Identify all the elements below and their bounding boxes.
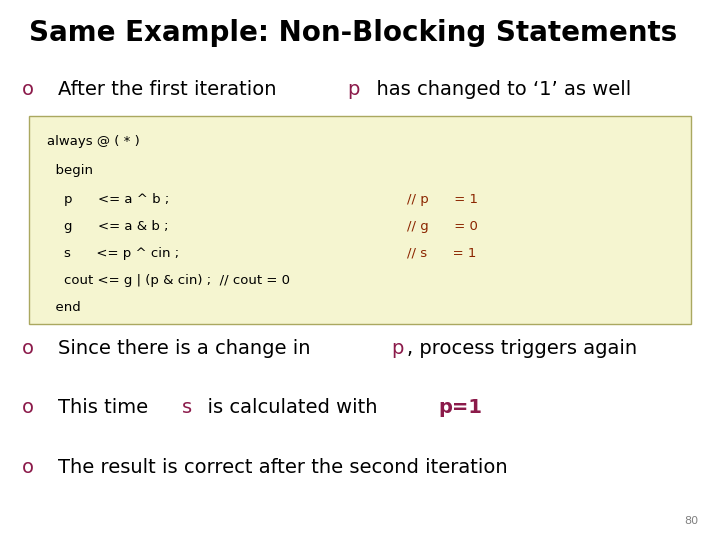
Text: is calculated with: is calculated with [195, 398, 384, 417]
Text: o: o [22, 457, 34, 477]
Text: o: o [22, 79, 34, 99]
Text: , process triggers again: , process triggers again [408, 339, 638, 358]
Text: p: p [348, 79, 360, 99]
Text: p=1: p=1 [438, 398, 482, 417]
Text: begin: begin [47, 164, 93, 177]
Text: // p      = 1: // p = 1 [407, 193, 478, 206]
Text: After the first iteration: After the first iteration [58, 79, 282, 99]
Text: p: p [392, 339, 404, 358]
Text: end: end [47, 301, 81, 314]
Text: cout <= g | (p & cin) ;  // cout = 0: cout <= g | (p & cin) ; // cout = 0 [47, 274, 289, 287]
FancyBboxPatch shape [29, 116, 691, 324]
Text: s      <= p ^ cin ;: s <= p ^ cin ; [47, 247, 179, 260]
Text: always @ ( * ): always @ ( * ) [47, 134, 140, 147]
Text: // s      = 1: // s = 1 [407, 247, 476, 260]
Text: g      <= a & b ;: g <= a & b ; [47, 220, 168, 233]
Text: p      <= a ^ b ;: p <= a ^ b ; [47, 193, 169, 206]
Text: The result is correct after the second iteration: The result is correct after the second i… [58, 457, 507, 477]
Text: This time: This time [58, 398, 154, 417]
Text: has changed to ‘1’ as well: has changed to ‘1’ as well [364, 79, 631, 99]
Text: o: o [22, 339, 34, 358]
Text: o: o [22, 398, 34, 417]
Text: Same Example: Non-Blocking Statements: Same Example: Non-Blocking Statements [29, 19, 677, 47]
Text: Since there is a change in: Since there is a change in [58, 339, 316, 358]
Text: // g      = 0: // g = 0 [407, 220, 477, 233]
Text: 80: 80 [684, 516, 698, 526]
Text: s: s [182, 398, 192, 417]
